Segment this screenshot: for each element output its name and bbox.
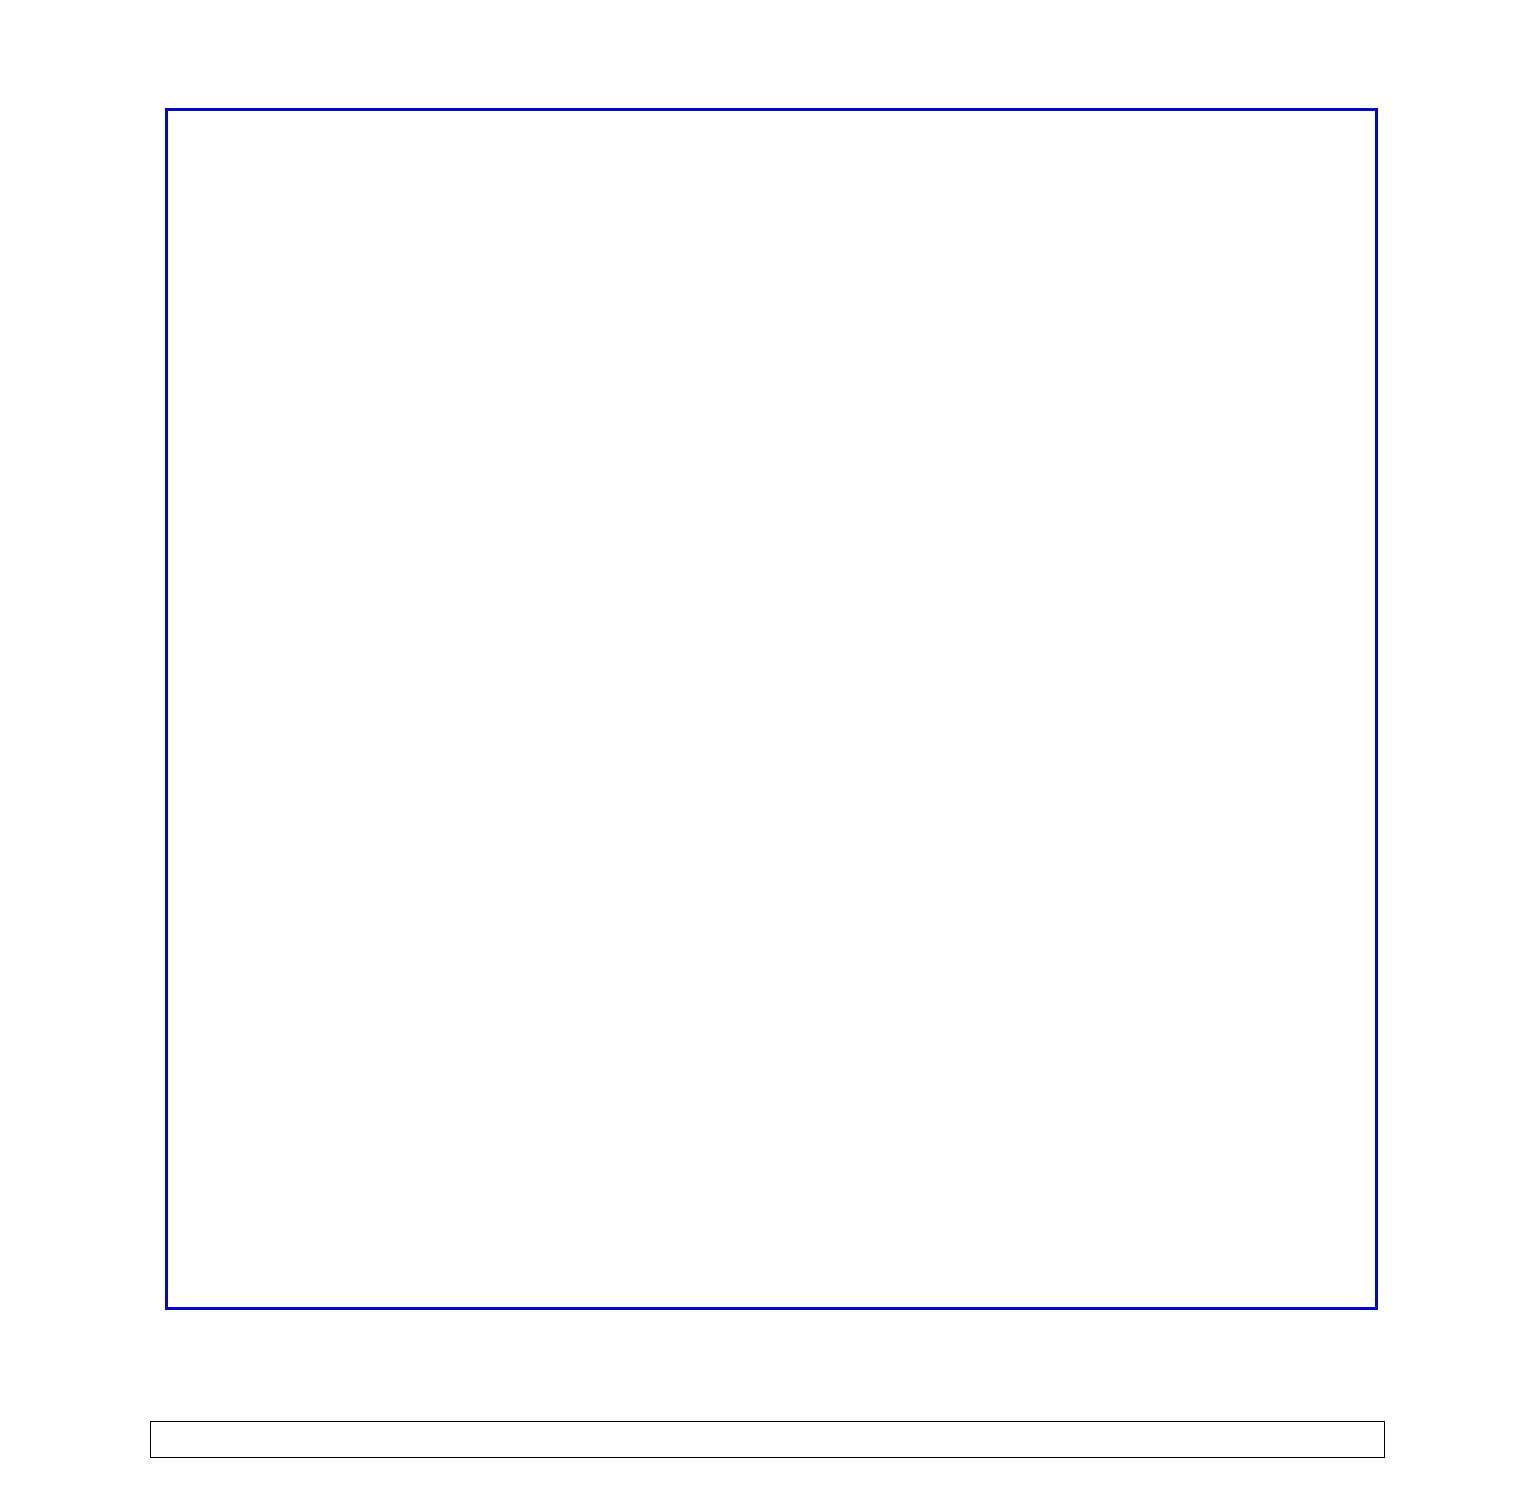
crosshair-vertical-line bbox=[770, 0, 772, 1416]
sky-map-plot bbox=[165, 108, 1378, 1310]
colorbar bbox=[150, 1421, 1385, 1458]
colorbar-canvas bbox=[151, 1422, 1384, 1457]
crosshair-horizontal-line bbox=[0, 708, 1536, 710]
x-axis-title bbox=[310, 1356, 328, 1395]
y-axis-title bbox=[84, 886, 123, 904]
sky-map-canvas bbox=[168, 111, 1375, 1307]
